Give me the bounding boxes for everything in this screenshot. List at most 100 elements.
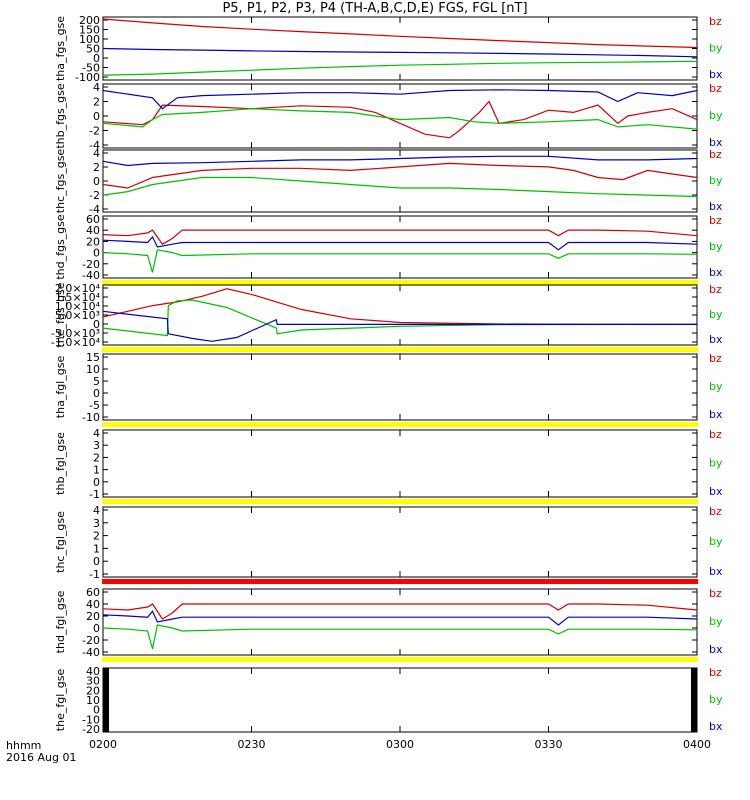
status-bar (102, 579, 698, 584)
series-line-bx (102, 310, 697, 342)
y-tick-label: 4 (93, 427, 100, 440)
legend-label-bz: bz (709, 666, 722, 679)
y-tick-label: 4 (93, 504, 100, 517)
y-axis-label: thc_fgl_gse (54, 511, 67, 573)
y-tick-label: 0 (93, 247, 100, 260)
series-line-bz (102, 229, 698, 245)
y-tick-label: -1 (89, 568, 100, 581)
panel-frame (102, 667, 698, 733)
y-tick-label: 0 (93, 110, 100, 123)
legend-label-bx: bx (709, 200, 723, 213)
series-line-by (102, 176, 698, 198)
x-tick-label: 0330 (535, 738, 563, 751)
legend-label-bz: bz (709, 587, 722, 600)
y-tick-label: 40 (86, 665, 100, 678)
series-line-bx (102, 610, 698, 626)
legend-label-bx: bx (709, 643, 723, 656)
x-tick-label: 0400 (683, 738, 711, 751)
y-tick-label: 15 (86, 351, 100, 364)
y-tick-label: 3 (93, 517, 100, 530)
x-axis-label: hhmm (6, 739, 42, 752)
y-axis-label: thb_fgs_gse (54, 83, 67, 149)
series-line-by (102, 60, 698, 76)
legend-label-bx: bx (709, 136, 723, 149)
y-tick-label: 1 (93, 464, 100, 477)
y-tick-label: -20 (82, 258, 100, 271)
legend-label-by: by (709, 308, 723, 321)
panel-frame (102, 588, 698, 656)
y-axis-label: thc_fgs_gse (54, 149, 67, 214)
y-tick-label: 0 (93, 555, 100, 568)
y-axis-label: the_fgl_gse (54, 669, 67, 732)
panel-frame (102, 353, 698, 421)
y-tick-label: -2 (89, 125, 100, 138)
x-tick-label: 0300 (386, 738, 414, 751)
series-line-bz (102, 162, 698, 189)
y-tick-label: 150 (79, 24, 100, 37)
y-axis-label: tha_fgl_gse (54, 356, 67, 419)
legend-label-by: by (709, 42, 723, 55)
series-line-by (102, 108, 698, 130)
legend-label-bx: bx (709, 408, 723, 421)
y-tick-label: 5.0×10³ (55, 309, 100, 322)
y-tick-label: 0 (93, 52, 100, 65)
y-tick-label: 30 (86, 675, 100, 688)
legend-label-by: by (709, 457, 723, 470)
y-tick-label: 40 (86, 224, 100, 237)
edge-bar-left (103, 668, 109, 732)
y-tick-label: 0 (93, 704, 100, 717)
legend-label-bx: bx (709, 720, 723, 733)
series-line-bx (102, 155, 698, 167)
legend-label-bz: bz (709, 505, 722, 518)
y-tick-label: 50 (86, 43, 100, 56)
chart-title: P5, P1, P2, P3, P4 (TH-A,B,C,D,E) FGS, F… (222, 1, 528, 16)
x-tick-label: 0230 (238, 738, 266, 751)
y-tick-label: 20 (86, 684, 100, 697)
legend-label-bz: bz (709, 148, 722, 161)
legend-label-bz: bz (709, 283, 722, 296)
legend-label-by: by (709, 174, 723, 187)
y-tick-label: -10 (82, 713, 100, 726)
y-tick-label: 20 (86, 610, 100, 623)
y-tick-label: 40 (86, 598, 100, 611)
series-line-bz (102, 288, 697, 325)
status-bar (102, 422, 698, 427)
panel-frame (102, 16, 698, 81)
legend-label-by: by (709, 240, 723, 253)
y-tick-label: -5.0×10³ (51, 327, 100, 340)
y-tick-label: -4 (89, 203, 100, 216)
y-tick-label: 0 (93, 387, 100, 400)
y-tick-label: 4 (93, 147, 100, 160)
panel-frame (102, 284, 698, 346)
y-tick-label: 0 (93, 318, 100, 331)
y-tick-label: 3 (93, 439, 100, 452)
y-axis-label: thd_fgs_gse (54, 214, 67, 280)
y-tick-label: 100 (79, 33, 100, 46)
legend-label-bz: bz (709, 352, 722, 365)
y-tick-label: 0 (93, 175, 100, 188)
y-tick-label: -40 (82, 269, 100, 282)
y-axis-label: the_fgs_gse (54, 282, 67, 347)
legend-label-bx: bx (709, 266, 723, 279)
y-tick-label: -5 (89, 399, 100, 412)
series-line-by (102, 249, 698, 273)
panel-frame (102, 215, 698, 279)
y-tick-label: 0 (93, 622, 100, 635)
y-tick-label: 5 (93, 375, 100, 388)
panel-frame (102, 429, 698, 498)
legend-label-by: by (709, 109, 723, 122)
y-tick-label: 2 (93, 451, 100, 464)
status-bar (102, 657, 698, 662)
y-tick-label: -40 (82, 646, 100, 659)
series-line-bz (102, 18, 698, 49)
y-tick-label: 10 (86, 363, 100, 376)
y-tick-label: 1.0×10⁴ (55, 300, 101, 313)
y-tick-label: -50 (82, 62, 100, 75)
legend-label-by: by (709, 693, 723, 706)
y-tick-label: -10 (82, 411, 100, 424)
y-tick-label: 1 (93, 542, 100, 555)
y-axis-label: thb_fgl_gse (54, 432, 67, 495)
status-bar (102, 347, 698, 352)
legend-label-by: by (709, 380, 723, 393)
